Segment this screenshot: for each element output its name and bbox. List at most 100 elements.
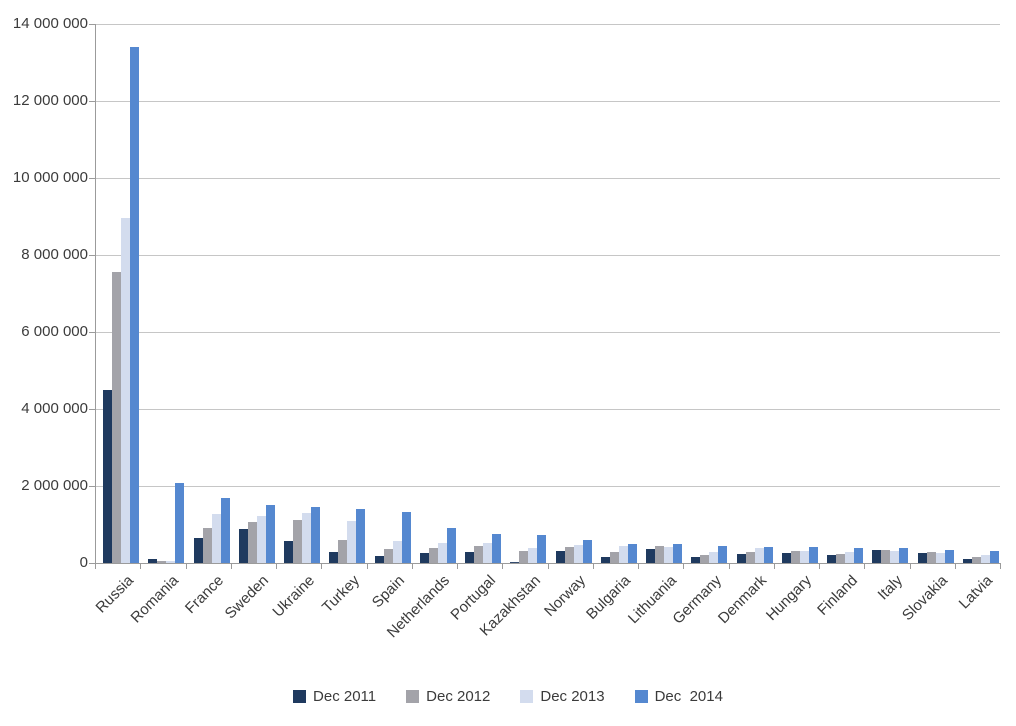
bar-dec-2014-hungary <box>809 547 818 563</box>
bar-dec-2014-denmark <box>764 547 773 563</box>
legend-label: Dec 2012 <box>426 688 491 705</box>
bar-dec-2011-romania <box>148 559 157 563</box>
x-axis-tick <box>909 564 911 569</box>
bar-dec-2011-russia <box>103 390 112 563</box>
gridline <box>95 409 1000 410</box>
bar-dec-2014-netherlands <box>447 528 456 563</box>
bar-dec-2014-france <box>221 498 230 563</box>
x-axis-category-label: Latvia <box>956 572 997 613</box>
bar-dec-2014-lithuania <box>673 544 682 563</box>
bar-dec-2013-spain <box>393 541 402 563</box>
bar-dec-2013-russia <box>121 218 130 563</box>
bar-dec-2011-turkey <box>329 552 338 563</box>
y-axis-tick-label: 2 000 000 <box>21 477 88 494</box>
legend-item-dec-2014: Dec 2014 <box>634 688 723 705</box>
x-axis-category-label: Italy <box>874 572 906 604</box>
bar-dec-2013-hungary <box>800 551 809 563</box>
x-axis-tick <box>140 564 142 569</box>
bar-dec-2013-lithuania <box>664 547 673 563</box>
y-axis-tick <box>89 24 95 25</box>
bar-dec-2014-turkey <box>356 509 365 563</box>
bar-dec-2014-sweden <box>266 505 275 563</box>
bar-dec-2012-italy <box>881 550 890 563</box>
gridline <box>95 255 1000 256</box>
bar-dec-2012-hungary <box>791 551 800 563</box>
x-axis-tick <box>547 564 549 569</box>
x-axis-tick <box>683 564 685 569</box>
gridline <box>95 178 1000 179</box>
bar-dec-2014-italy <box>899 548 908 563</box>
bar-dec-2014-kazakhstan <box>537 535 546 563</box>
bar-dec-2011-bulgaria <box>601 557 610 563</box>
y-axis-tick-label: 6 000 000 <box>21 323 88 340</box>
x-axis-category-label: Denmark <box>715 572 771 628</box>
bar-dec-2013-slovakia <box>936 553 945 563</box>
x-axis-category-label: Romania <box>127 572 182 627</box>
bar-dec-2012-turkey <box>338 540 347 563</box>
bar-dec-2011-germany <box>691 557 700 563</box>
x-axis-category-label: Finland <box>813 572 861 619</box>
legend-swatch-dec-2013 <box>520 690 534 703</box>
x-axis-tick <box>819 564 820 569</box>
x-axis-tick <box>321 564 323 569</box>
x-axis-category-label: Spain <box>368 572 409 612</box>
y-axis-tick <box>89 101 95 102</box>
y-axis-tick <box>89 486 95 487</box>
x-axis-tick <box>954 564 956 569</box>
y-axis-tick-label: 12 000 000 <box>12 92 88 109</box>
bar-dec-2013-portugal <box>483 543 492 563</box>
bar-dec-2011-netherlands <box>420 553 429 563</box>
x-axis-category-label: Russia <box>92 572 137 617</box>
x-axis-tick <box>638 564 639 569</box>
x-axis-category-label: Norway <box>541 572 590 620</box>
bar-dec-2013-norway <box>574 545 583 563</box>
bar-dec-2014-russia <box>130 47 139 563</box>
bar-dec-2011-kazakhstan <box>510 562 519 563</box>
bar-dec-2011-finland <box>827 555 836 563</box>
x-axis-tick <box>1000 564 1001 569</box>
x-axis-category-label: Lithuania <box>624 572 680 628</box>
x-axis-tick <box>185 564 187 569</box>
bar-dec-2011-france <box>194 538 203 563</box>
gridline <box>95 101 1000 102</box>
bar-dec-2014-spain <box>402 512 411 563</box>
bar-dec-2011-ukraine <box>284 541 293 563</box>
bar-dec-2012-denmark <box>746 552 755 563</box>
bar-dec-2012-bulgaria <box>610 552 619 563</box>
bar-dec-2012-ukraine <box>293 520 302 563</box>
gridline <box>95 332 1000 333</box>
y-axis-tick <box>89 255 95 256</box>
bar-dec-2013-denmark <box>755 548 764 563</box>
x-axis-category-label: Hungary <box>763 572 816 625</box>
bar-dec-2011-sweden <box>239 529 248 563</box>
x-axis-line <box>95 563 1001 564</box>
x-axis-tick <box>502 564 504 569</box>
bar-dec-2013-italy <box>890 551 899 563</box>
bar-dec-2013-romania <box>166 561 175 563</box>
legend-label: Dec 2011 <box>313 688 377 705</box>
gridline <box>95 486 1000 487</box>
x-axis-tick <box>95 564 96 569</box>
x-axis-tick <box>230 564 232 569</box>
legend-swatch-dec-2014 <box>634 690 648 703</box>
bar-dec-2014-bulgaria <box>628 544 637 563</box>
x-axis-tick <box>773 564 775 569</box>
bar-dec-2014-slovakia <box>945 550 954 563</box>
bar-dec-2012-sweden <box>248 522 257 563</box>
x-axis-tick <box>592 564 594 569</box>
bar-dec-2011-hungary <box>782 553 791 563</box>
y-axis-tick-label: 4 000 000 <box>21 400 88 417</box>
bar-dec-2011-norway <box>556 551 565 563</box>
bar-dec-2014-germany <box>718 546 727 563</box>
x-axis-tick <box>366 564 368 569</box>
bar-dec-2011-latvia <box>963 559 972 563</box>
legend-item-dec-2012: Dec 2012 <box>406 688 490 705</box>
x-axis-tick <box>728 564 730 569</box>
y-axis-tick-label: 14 000 000 <box>12 15 88 32</box>
y-axis-tick-label: 8 000 000 <box>21 246 88 263</box>
bar-dec-2014-finland <box>854 548 863 563</box>
bar-dec-2013-latvia <box>981 555 990 563</box>
bar-dec-2013-bulgaria <box>619 546 628 563</box>
bar-dec-2011-slovakia <box>918 553 927 563</box>
legend-label: Dec 2013 <box>540 688 605 705</box>
